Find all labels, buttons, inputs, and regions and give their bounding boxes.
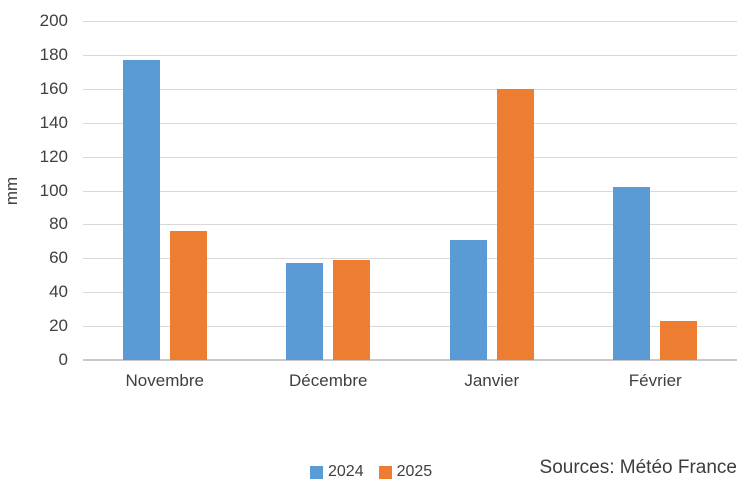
gridline xyxy=(83,54,737,56)
legend-item-2024: 2024 xyxy=(310,463,364,481)
bar-2025-décembre xyxy=(333,260,371,360)
bar-2025-février xyxy=(660,321,698,360)
legend-item-2025: 2025 xyxy=(378,463,433,481)
y-tick-label: 80 xyxy=(49,214,68,234)
y-tick-label: 160 xyxy=(39,78,68,98)
x-category-label: Février xyxy=(628,371,682,390)
gridline xyxy=(83,122,737,124)
gridline xyxy=(83,258,737,260)
bar-2025-novembre xyxy=(169,231,207,360)
gridline xyxy=(83,21,737,22)
legend-label: 2024 xyxy=(328,463,364,480)
legend: 2024 2025 xyxy=(310,463,432,481)
y-tick-label: 140 xyxy=(39,112,68,132)
x-axis-line xyxy=(83,359,737,361)
y-tick-label: 200 xyxy=(39,11,68,30)
gridline xyxy=(83,224,737,226)
y-tick-label: 40 xyxy=(49,282,68,302)
plot-area xyxy=(83,21,737,361)
gridline xyxy=(83,88,737,90)
legend-label: 2025 xyxy=(396,463,433,480)
legend-swatch-icon xyxy=(378,465,392,479)
x-category-label: Janvier xyxy=(464,371,520,390)
gridline xyxy=(83,190,737,192)
y-tick-label: 60 xyxy=(49,248,68,268)
bar-2024-janvier xyxy=(449,239,487,360)
gridline xyxy=(83,326,737,328)
x-category-label: Novembre xyxy=(125,371,204,390)
legend-swatch-icon xyxy=(310,465,323,479)
y-tick-label: 100 xyxy=(39,180,68,200)
y-axis: 0 20 40 60 80 100 120 140 160 180 200 xyxy=(0,0,68,491)
y-tick-label: 0 xyxy=(58,350,68,369)
gridline xyxy=(83,156,737,158)
x-category-label: Décembre xyxy=(289,371,368,390)
source-note: Sources: Météo France xyxy=(539,457,737,478)
x-axis: Novembre Décembre Janvier Février xyxy=(83,371,737,395)
y-tick-label: 120 xyxy=(39,146,68,166)
y-tick-label: 180 xyxy=(39,44,68,64)
gridline xyxy=(83,292,737,294)
bar-2024-février xyxy=(613,187,651,360)
bar-2024-décembre xyxy=(286,263,324,360)
bar-2025-janvier xyxy=(496,88,534,360)
bar-2024-novembre xyxy=(122,60,160,360)
y-tick-label: 20 xyxy=(49,316,68,336)
